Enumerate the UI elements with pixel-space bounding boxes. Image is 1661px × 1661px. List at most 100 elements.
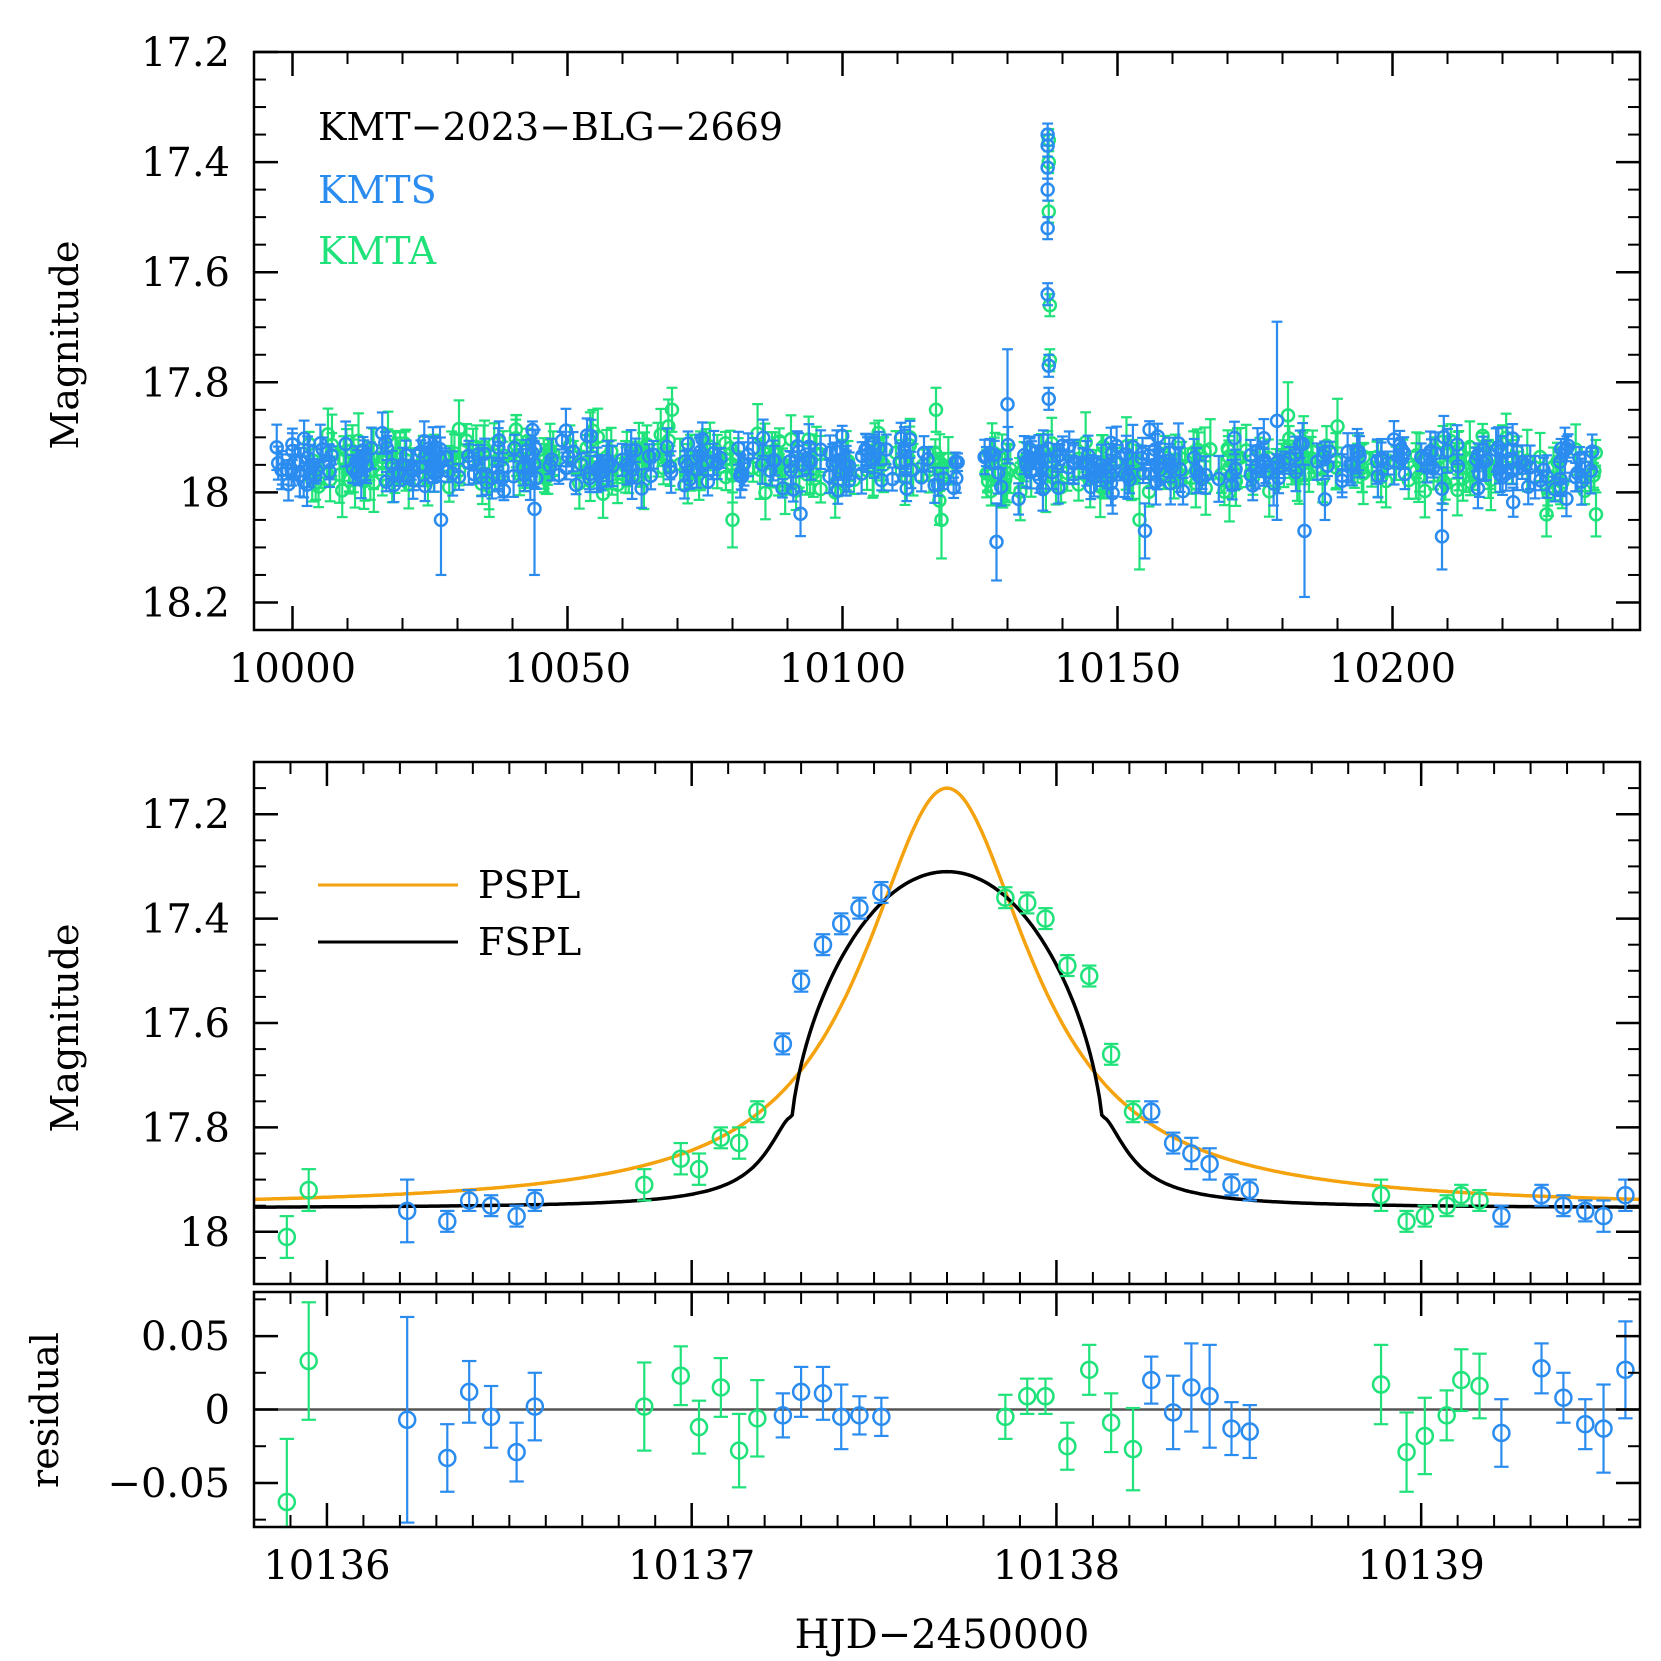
residual-kmta-point: [1437, 1406, 1456, 1425]
residual-kmta-point: [1470, 1376, 1489, 1396]
residual-y-axis-label: residual: [23, 1332, 67, 1488]
overview-kmts-outlier-point: [1000, 397, 1015, 412]
overview-kmts-point: [1527, 469, 1543, 485]
overview-kmts-point: [1050, 449, 1065, 464]
zoom-kmts-point: [831, 914, 851, 934]
residual-kmta-point: [1452, 1370, 1471, 1390]
zoom-kmta-point: [671, 1149, 690, 1168]
zoom-y-tick-label: 17.6: [141, 1001, 230, 1047]
overview-kmts-point: [1243, 448, 1258, 463]
overview-kmts-point: [1436, 429, 1452, 445]
x-axis-label: HJD−2450000: [795, 1612, 1090, 1658]
overview-y-axis-label: Magnitude: [43, 240, 87, 449]
overview-y-tick-label: 18: [179, 470, 230, 516]
overview-kmts-point: [591, 465, 607, 480]
overview-kmts-point: [830, 483, 846, 498]
zoom-kmts-point: [850, 898, 869, 918]
overview-kmts-point: [313, 436, 328, 451]
zoom-y-tick-label: 17.4: [141, 897, 230, 943]
overview-kmts-point: [1345, 458, 1360, 473]
zoom-kmta-point: [689, 1159, 709, 1179]
overview-kmts-point: [767, 453, 782, 468]
zoom-kmts-point: [1240, 1180, 1259, 1200]
residual-kmts-point: [438, 1448, 457, 1468]
overview-kmts-point: [477, 446, 492, 462]
overview-kmts-point: [899, 481, 914, 496]
overview-kmts-point: [1271, 470, 1286, 486]
residual-kmta-point: [1415, 1426, 1435, 1446]
residual-kmta-point: [671, 1366, 690, 1385]
overview-kmts-point: [892, 455, 907, 470]
overview-kmts-point: [1572, 450, 1587, 466]
overview-kmts-point: [1492, 461, 1507, 477]
overview-kmts-point: [525, 445, 540, 461]
residual-kmta-point: [1079, 1360, 1099, 1380]
overview-kmts-point: [1450, 458, 1466, 474]
overview-kmts-point: [700, 474, 716, 489]
overview-kmts-point: [1097, 461, 1113, 476]
overview-kmts-point: [1417, 452, 1432, 468]
overview-y-tick-label: 18.2: [141, 580, 230, 626]
residual-kmts-point: [791, 1382, 811, 1402]
overview-kmts-point: [338, 436, 353, 452]
overview-kmts-point: [991, 465, 1006, 480]
overview-kmts-point: [1292, 437, 1308, 452]
overview-kmts-point: [525, 422, 540, 438]
overview-kmta-outlier-point: [664, 402, 680, 418]
zoom-kmta-point: [729, 1133, 749, 1153]
overview-kmts-point: [731, 440, 746, 456]
zoom-kmts-point: [507, 1206, 526, 1226]
zoom-kmts-point: [1532, 1186, 1551, 1205]
overview-frame: [252, 50, 1642, 632]
zoom-kmts-point: [397, 1201, 417, 1221]
overview-kmts-point: [1397, 466, 1413, 482]
overview-kmta-outlier-point: [725, 512, 740, 528]
zoom-kmts-point: [1576, 1201, 1595, 1221]
overview-x-tick-label: 10200: [1329, 646, 1456, 692]
overview-kmts-point: [950, 454, 965, 470]
zoom-kmta-point: [299, 1180, 318, 1200]
overview-kmta-outlier-point: [934, 512, 949, 528]
overview-kmts-point: [1506, 452, 1521, 468]
residual-kmta-point: [729, 1441, 749, 1460]
zoom-kmta-point: [1397, 1212, 1416, 1231]
residual-kmts-point: [1554, 1388, 1573, 1407]
zoom-kmts-point: [872, 883, 891, 902]
zoom-kmts-point: [1163, 1133, 1183, 1153]
zoom-kmts-point: [813, 935, 833, 954]
zoom-kmts-point: [773, 1034, 793, 1054]
overview-x-tick-label: 10150: [1054, 646, 1181, 692]
residual-y-tick-label: −0.05: [107, 1461, 230, 1507]
overview-kmts-point: [364, 440, 379, 456]
overview-kmts-point: [345, 461, 361, 477]
overview-kmta-point: [1436, 474, 1451, 489]
overview-kmts-point: [801, 454, 817, 469]
overview-kmts-point: [523, 472, 538, 487]
residual-kmts-point: [872, 1407, 891, 1427]
overview-kmts-point: [1011, 491, 1026, 507]
overview-kmts-point: [496, 483, 512, 498]
zoom-kmts-point: [1594, 1206, 1613, 1226]
overview-kmts-outlier-point: [527, 501, 542, 517]
overview-kmts-point: [1568, 469, 1583, 485]
residual-kmts-point: [1222, 1419, 1241, 1438]
overview-kmts-point: [484, 470, 500, 486]
residual-kmta-point: [1101, 1413, 1121, 1432]
residual-kmts-point: [459, 1382, 479, 1402]
overview-x-tick-label: 10100: [779, 646, 906, 692]
residual-kmta-point: [996, 1407, 1015, 1427]
zoom-kmta-point: [748, 1102, 767, 1121]
overview-kmts-point: [834, 428, 850, 444]
overview-kmts-point: [1584, 444, 1600, 459]
overview-kmts-point: [451, 469, 467, 485]
overview-x-tick-label: 10050: [504, 646, 631, 692]
overview-kmta-outlier-point: [928, 402, 944, 418]
residual-kmts-point: [525, 1397, 545, 1416]
legend-kmta: KMTA: [318, 229, 437, 273]
overview-kmts-point: [554, 433, 570, 448]
overview-kmta-outlier-point: [1280, 408, 1296, 423]
overview-kmts-point: [885, 471, 900, 487]
residual-y-tick-label: 0: [205, 1388, 230, 1434]
overview-kmta-point: [320, 427, 336, 442]
residual-kmta-point: [1017, 1387, 1037, 1406]
